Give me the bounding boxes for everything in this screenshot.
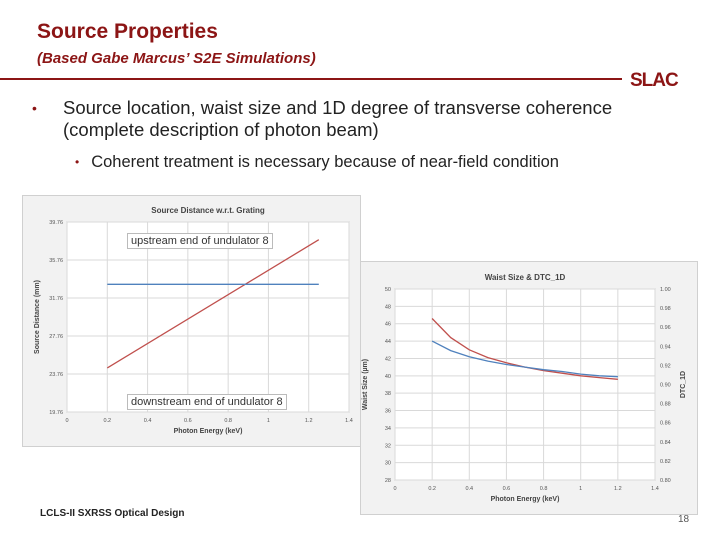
x-tick-label: 0.4 <box>465 486 473 492</box>
title-divider <box>0 78 622 80</box>
y-tick-label: 44 <box>385 339 391 345</box>
x-tick-label: 1.2 <box>305 418 313 424</box>
x-tick-label: 0.6 <box>184 418 192 424</box>
annotation-downstream: downstream end of undulator 8 <box>127 394 287 410</box>
y2-tick-label: 0.84 <box>660 440 671 446</box>
y-tick-label: 48 <box>385 304 391 310</box>
y2-tick-label: 0.86 <box>660 421 671 427</box>
footer-text: LCLS-II SXRSS Optical Design <box>40 508 185 519</box>
y-tick-label: 40 <box>385 374 391 380</box>
y-tick-label: 23.76 <box>49 372 63 378</box>
x-tick-label: 0.6 <box>503 486 511 492</box>
x-tick-label: 1 <box>579 486 582 492</box>
x-tick-label: 1.2 <box>614 486 622 492</box>
x-tick-label: 0.8 <box>540 486 548 492</box>
y-axis-label: Waist Size (µm) <box>362 359 369 410</box>
y-tick-label: 30 <box>385 461 391 467</box>
y2-tick-label: 0.90 <box>660 383 671 389</box>
y-tick-label: 36 <box>385 409 391 415</box>
slac-logo: SLAC <box>630 70 679 91</box>
y2-tick-label: 0.94 <box>660 344 671 350</box>
y2-tick-label: 1.00 <box>660 287 671 293</box>
series-line-2 <box>431 340 618 378</box>
page-number: 18 <box>678 514 690 525</box>
y-tick-label: 39.76 <box>49 220 63 226</box>
x-tick-label: 1.4 <box>651 486 659 492</box>
y-tick-label: 46 <box>385 322 391 328</box>
y2-tick-label: 0.88 <box>660 402 671 408</box>
y2-axis-label: DTC_1D <box>680 371 687 398</box>
source-distance-plot: 0 0.2 0.4 0.6 0.8 1 1.2 1.4 19.76 23.76 27.76 31.76… <box>34 206 353 435</box>
y-tick-label: 50 <box>385 287 391 293</box>
bullet-sub-text: Coherent treatment is necessary because … <box>91 153 559 171</box>
bullet-main: • Source location, waist size and 1D deg… <box>32 97 622 141</box>
bullet-dot-icon: • <box>32 100 37 116</box>
chart-title: Waist Size & DTC_1D <box>485 273 566 282</box>
x-tick-label: 1.4 <box>345 418 353 424</box>
y-tick-label: 28 <box>385 478 391 484</box>
y-tick-label: 34 <box>385 426 391 432</box>
y2-tick-label: 0.96 <box>660 325 671 331</box>
y2-tick-label: 0.92 <box>660 363 671 369</box>
y-tick-label: 19.76 <box>49 410 63 416</box>
bullet-dot-icon: • <box>75 155 80 169</box>
y2-tick-label: 0.82 <box>660 459 671 465</box>
x-tick-label: 0.2 <box>103 418 111 424</box>
waist-size-plot: 0 0.2 0.4 0.6 0.8 1 1.2 1.4 28 30 32 34 36 38 40 42 44 46… <box>362 273 687 503</box>
x-axis-label: Photon Energy (keV) <box>491 496 560 503</box>
annotation-upstream: upstream end of undulator 8 <box>127 233 273 249</box>
plot-area <box>394 288 656 481</box>
y-tick-label: 38 <box>385 391 391 397</box>
y-tick-label: 35.76 <box>49 258 63 264</box>
x-tick-label: 0.2 <box>428 486 436 492</box>
y-tick-label: 31.76 <box>49 296 63 302</box>
x-tick-label: 0.8 <box>224 418 232 424</box>
slide-subtitle: (Based Gabe Marcus’ S2E Simulations) <box>37 50 316 67</box>
y2-tick-label: 0.98 <box>660 306 671 312</box>
y-tick-label: 42 <box>385 356 391 362</box>
y-tick-label: 32 <box>385 443 391 449</box>
x-tick-label: 0.4 <box>144 418 152 424</box>
x-tick-label: 1 <box>267 418 270 424</box>
bullet-main-text: Source location, waist size and 1D degre… <box>63 97 613 140</box>
x-tick-label: 0 <box>393 486 396 492</box>
bullet-sub: • Coherent treatment is necessary because… <box>75 153 559 172</box>
y-axis-label: Source Distance (mm) <box>34 280 41 354</box>
y2-tick-label: 0.80 <box>660 478 671 484</box>
waist-size-chart: 0 0.2 0.4 0.6 0.8 1 1.2 1.4 28 30 32 34 36 38 40 42 44 46… <box>360 261 698 515</box>
chart-title: Source Distance w.r.t. Grating <box>151 206 265 215</box>
plot-area <box>66 221 350 413</box>
x-tick-label: 0 <box>65 418 68 424</box>
y-tick-label: 27.76 <box>49 334 63 340</box>
slide-title: Source Properties <box>37 20 218 43</box>
series-line-1 <box>106 239 320 369</box>
x-axis-label: Photon Energy (keV) <box>174 428 243 435</box>
